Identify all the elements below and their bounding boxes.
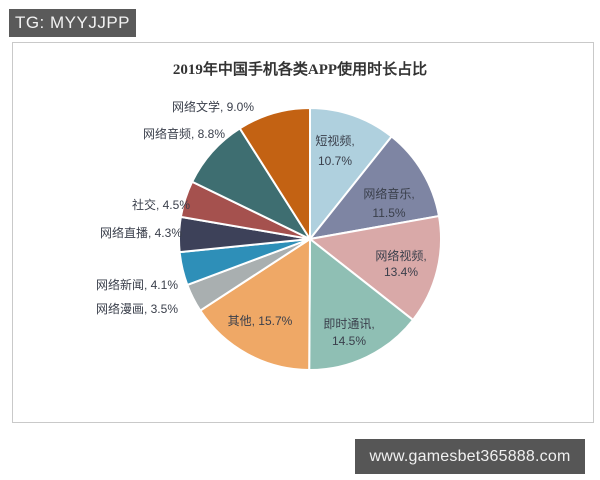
svg-text:网络文学, 9.0%: 网络文学, 9.0% xyxy=(172,99,254,114)
svg-text:网络视频,: 网络视频, xyxy=(375,248,426,263)
svg-text:网络音乐,: 网络音乐, xyxy=(363,186,414,201)
svg-text:社交, 4.5%: 社交, 4.5% xyxy=(132,197,190,212)
svg-text:10.7%: 10.7% xyxy=(318,154,352,168)
svg-text:14.5%: 14.5% xyxy=(332,334,366,348)
svg-text:13.4%: 13.4% xyxy=(384,265,418,279)
svg-text:网络直播, 4.3%: 网络直播, 4.3% xyxy=(100,225,182,240)
svg-text:网络漫画, 3.5%: 网络漫画, 3.5% xyxy=(96,301,178,316)
svg-text:11.5%: 11.5% xyxy=(372,206,405,220)
svg-text:短视频,: 短视频, xyxy=(315,133,354,148)
svg-text:网络音频, 8.8%: 网络音频, 8.8% xyxy=(143,126,225,141)
svg-text:网络新闻, 4.1%: 网络新闻, 4.1% xyxy=(96,277,178,292)
svg-text:其他, 15.7%: 其他, 15.7% xyxy=(228,314,293,328)
svg-text:即时通讯,: 即时通讯, xyxy=(323,317,374,331)
